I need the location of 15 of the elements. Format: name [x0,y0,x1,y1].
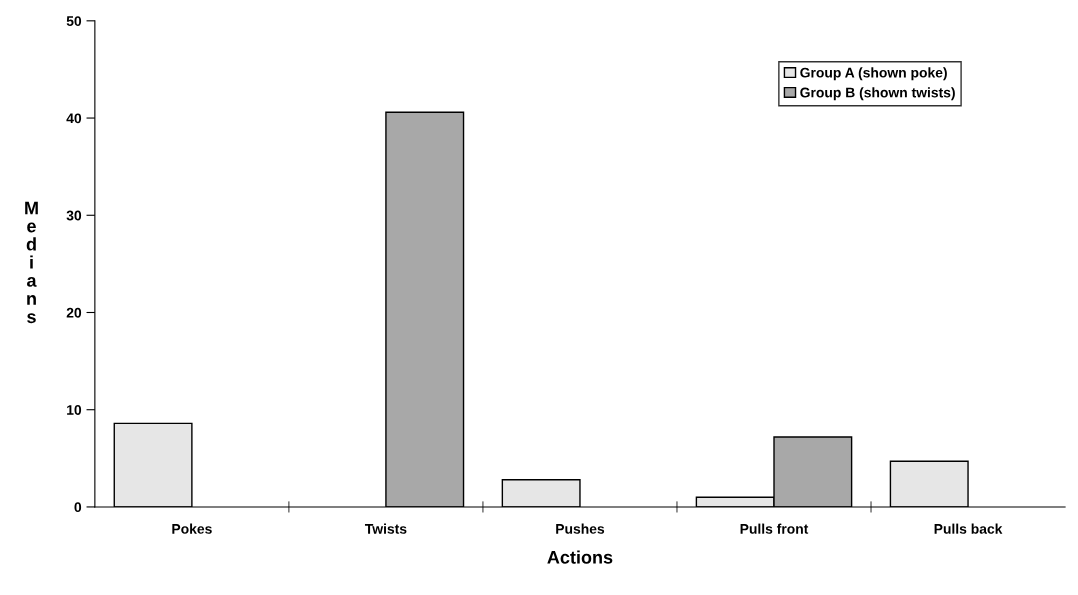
y-tick-label: 20 [66,307,82,318]
x-tick-label: Pokes [172,523,212,534]
x-tick-label: Pulls front [740,523,809,534]
legend-label: Group B (shown twists) [800,87,955,101]
y-tick-label: 50 [66,16,82,26]
y-tick-label: 0 [74,502,82,513]
y-tick-label: 10 [67,405,82,415]
y-tick-label: 30 [66,210,82,221]
x-axis-title: Actions [547,550,613,564]
y-axis-title: Medians [25,201,38,324]
x-tick-label: Twists [364,523,407,534]
legend-label: Group A (shown poke) [800,67,947,81]
x-tick-label: Pulls back [934,523,1003,534]
x-tick-label: Pushes [556,523,605,534]
y-tick-label: 40 [66,113,82,124]
